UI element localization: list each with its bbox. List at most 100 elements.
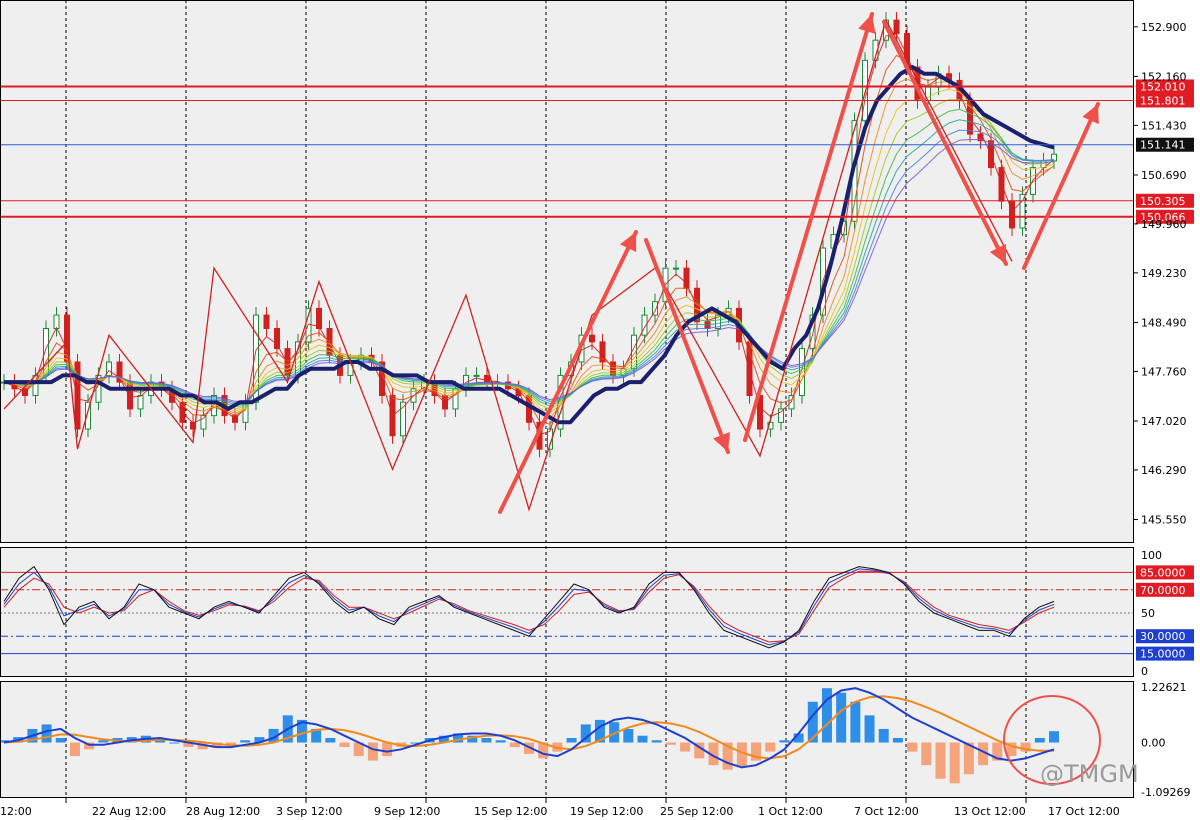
macd-main-line	[3, 687, 1055, 769]
price-pane-background	[0, 0, 1134, 543]
macd-histogram-bar	[864, 715, 875, 743]
macd-histogram-bar	[949, 742, 960, 784]
price-tag-label: 151.141	[1140, 139, 1186, 152]
price-tag-label: 152.010	[1140, 80, 1186, 93]
arrow-shaft	[1022, 102, 1100, 270]
x-tick-label: 17 Oct 12:00	[1048, 805, 1120, 818]
candle-body	[778, 408, 784, 423]
macd-histogram-bar	[751, 742, 762, 761]
macd-histogram-bar	[765, 742, 776, 752]
price-tick-label: 150.690	[1141, 169, 1187, 182]
x-tick-label: 3 Sep 12:00	[276, 805, 342, 818]
stoch-signal-line	[3, 568, 1055, 646]
price-tag	[1136, 79, 1194, 94]
macd-histogram-bar	[694, 742, 705, 759]
macd-histogram-bar	[1034, 737, 1045, 743]
macd-histogram-bar	[907, 742, 918, 752]
macd-histogram-bar	[211, 742, 222, 748]
candle-body	[200, 415, 207, 430]
price-tick-label: 151.430	[1141, 119, 1187, 132]
price-tag-label: 150.066	[1140, 211, 1186, 224]
circle-annotation	[1003, 695, 1101, 785]
macd-histogram-bar	[850, 701, 861, 743]
stoch-level-tag	[1136, 582, 1194, 597]
x-tick-label: 13 Oct 12:00	[954, 805, 1026, 818]
macd-histogram-bar	[438, 735, 449, 743]
macd-histogram-bar	[495, 740, 506, 743]
price-tag	[1136, 209, 1194, 224]
watermark-logo: @TMGM	[1040, 760, 1139, 788]
price-tick-label: 147.020	[1141, 415, 1187, 428]
macd-histogram-bar	[353, 742, 364, 757]
macd-histogram-bar	[963, 742, 974, 775]
candle-body	[316, 307, 322, 329]
price-tag	[1136, 137, 1194, 152]
x-tick-label: 28 Aug 12:00	[186, 805, 260, 818]
macd-histogram-bar	[992, 742, 1003, 761]
candle-body	[767, 421, 774, 430]
stoch-level-tag	[1136, 629, 1194, 644]
macd-histogram-bar	[197, 742, 208, 750]
macd-tick-label: 0.00	[1141, 737, 1166, 750]
stoch-tick-label: 100	[1141, 549, 1162, 562]
candle-body	[694, 287, 700, 323]
macd-histogram-bar	[722, 742, 733, 770]
macd-histogram-bar	[226, 742, 237, 745]
arrow-shaft	[644, 238, 730, 454]
macd-histogram-bar	[98, 740, 109, 743]
macd-histogram-bar	[637, 735, 648, 743]
macd-histogram-bar	[736, 742, 747, 768]
down-arrow	[882, 20, 1008, 266]
macd-histogram-bar	[509, 742, 520, 748]
macd-histogram-bar	[793, 733, 804, 743]
stoch-level-label: 85.0000	[1140, 566, 1186, 579]
macd-histogram-bar	[878, 728, 889, 743]
ribbon-ma-line	[3, 54, 1055, 425]
pane-border	[0, 0, 1134, 543]
macd-histogram-bar	[935, 742, 946, 779]
macd-histogram-bar	[892, 737, 903, 743]
price-tick-label: 148.490	[1141, 316, 1187, 329]
zigzag-line	[3, 18, 1013, 512]
macd-histogram-bar	[680, 742, 691, 752]
stoch-level-tag	[1136, 565, 1194, 580]
x-tick-label: 25 Sep 12:00	[660, 805, 733, 818]
price-tick-label: 152.900	[1141, 21, 1187, 34]
candle-body	[400, 401, 406, 437]
candle-body	[893, 19, 900, 35]
candle-body	[274, 327, 280, 350]
macd-histogram-bar	[453, 733, 464, 743]
candle-body	[683, 267, 690, 289]
price-tag-label: 150.305	[1140, 195, 1186, 208]
macd-histogram-bar	[183, 742, 194, 748]
candle-body	[652, 301, 658, 316]
stoch-tick-label: 0	[1141, 665, 1148, 678]
stochastic-pane	[0, 565, 1134, 655]
x-tick-label: 9 Sep 12:00	[374, 805, 440, 818]
x-tick-label: 1 Oct 12:00	[758, 805, 823, 818]
ribbon-ma-line	[3, 108, 1055, 407]
macd-histogram-bar	[821, 688, 832, 743]
price-pane	[0, 12, 1134, 514]
candle-body	[53, 314, 60, 329]
candle-body	[116, 361, 123, 383]
candle-body	[263, 314, 270, 329]
x-tick-label: 12:00	[0, 805, 32, 818]
slow-ma-line	[4, 65, 1055, 425]
vertical-grid-lines	[65, 0, 1027, 798]
up-arrow	[498, 230, 638, 514]
macd-histogram-bar	[651, 740, 662, 743]
candle-body	[137, 395, 144, 410]
candle-body	[127, 381, 133, 410]
macd-histogram-bar	[382, 742, 393, 757]
macd-histogram-bar	[921, 742, 932, 766]
candle-body	[74, 361, 81, 430]
macd-tick-label: 1.22621	[1141, 681, 1187, 694]
arrow-head	[713, 431, 730, 452]
stoch-tick-label: 50	[1141, 607, 1155, 620]
x-tick-label: 7 Oct 12:00	[854, 805, 919, 818]
arrow-head	[1082, 104, 1099, 125]
candle-body	[473, 374, 480, 377]
